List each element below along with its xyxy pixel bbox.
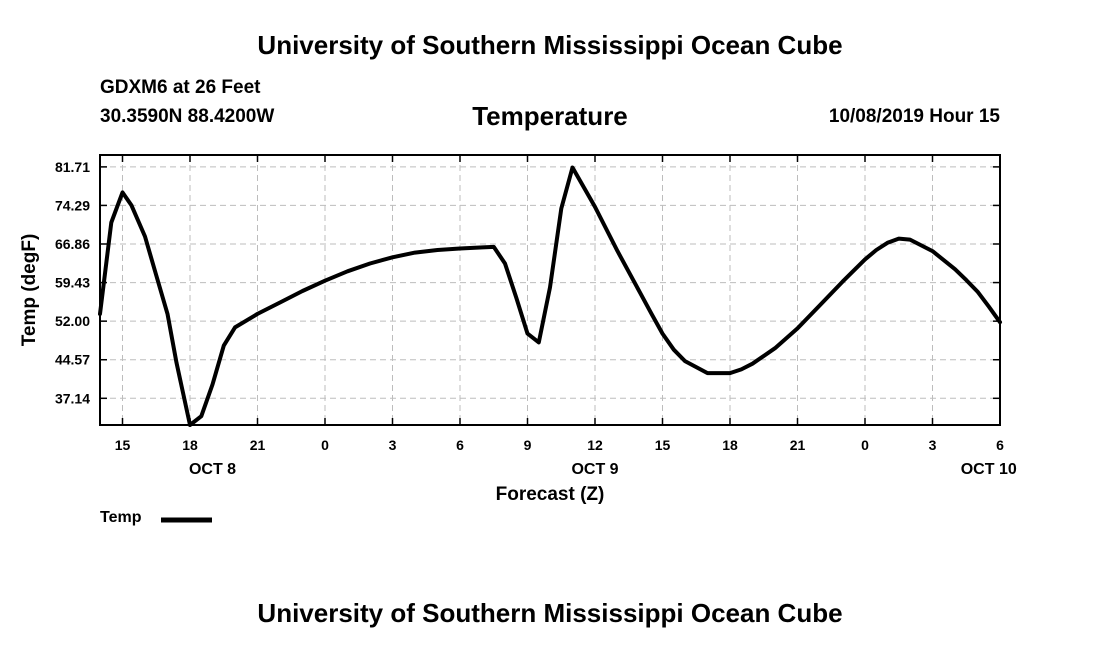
legend-label-temp: Temp [100,509,142,526]
tick-layer: 37.14 44.57 52.00 59.43 66.86 74.29 81.71 15 18 2… [55,155,1017,478]
series-line-temp [98,165,1002,427]
footer-title: University of Southern Mississippi Ocean… [257,598,843,628]
x-day-label: OCT 9 [571,461,618,478]
x-tick-label: 6 [456,437,464,453]
x-tick-label: 3 [389,437,397,453]
series-layer [98,165,1002,427]
x-day-label: OCT 10 [961,461,1017,478]
x-tick-label: 9 [524,437,532,453]
y-tick-label: 74.29 [55,197,90,213]
grid-layer [100,155,1001,425]
x-tick-label: 3 [929,437,937,453]
y-tick-label: 37.14 [55,390,90,406]
x-tick-label: 21 [250,437,266,453]
station-label: GDXM6 at 26 Feet [100,77,261,98]
forecast-datetime: 10/08/2019 Hour 15 [828,106,1000,127]
x-day-label: OCT 8 [189,461,236,478]
y-tick-label: 44.57 [55,352,90,368]
x-tick-label: 6 [996,437,1004,453]
x-tick-label: 15 [655,437,671,453]
x-axis-label: Forecast (Z) [496,484,605,505]
chart-title: Temperature [472,101,628,131]
x-tick-label: 0 [321,437,329,453]
header-title: University of Southern Mississippi Ocean… [257,30,843,60]
y-axis-label: Temp (degF) [19,234,40,347]
coordinates-label: 30.3590N 88.4200W [100,106,275,127]
x-tick-label: 18 [182,437,198,453]
x-tick-label: 18 [722,437,738,453]
y-tick-label: 52.00 [55,313,90,329]
y-tick-label: 66.86 [55,236,90,252]
x-tick-label: 15 [115,437,131,453]
y-tick-label: 81.71 [55,159,90,175]
x-tick-label: 12 [587,437,603,453]
x-tick-label: 0 [861,437,869,453]
y-tick-label: 59.43 [55,275,90,291]
x-tick-label: 21 [790,437,806,453]
plot-frame [99,154,1001,426]
